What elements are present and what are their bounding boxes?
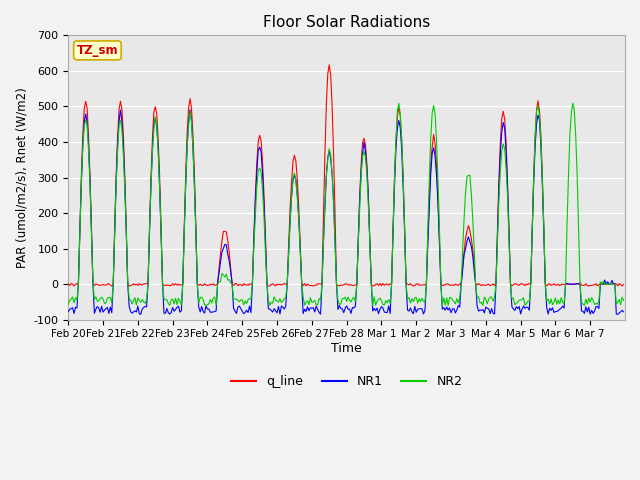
- Y-axis label: PAR (umol/m2/s), Rnet (W/m2): PAR (umol/m2/s), Rnet (W/m2): [15, 87, 28, 268]
- X-axis label: Time: Time: [332, 342, 362, 355]
- Title: Floor Solar Radiations: Floor Solar Radiations: [263, 15, 430, 30]
- Text: TZ_sm: TZ_sm: [77, 44, 118, 57]
- Legend: q_line, NR1, NR2: q_line, NR1, NR2: [226, 370, 467, 393]
